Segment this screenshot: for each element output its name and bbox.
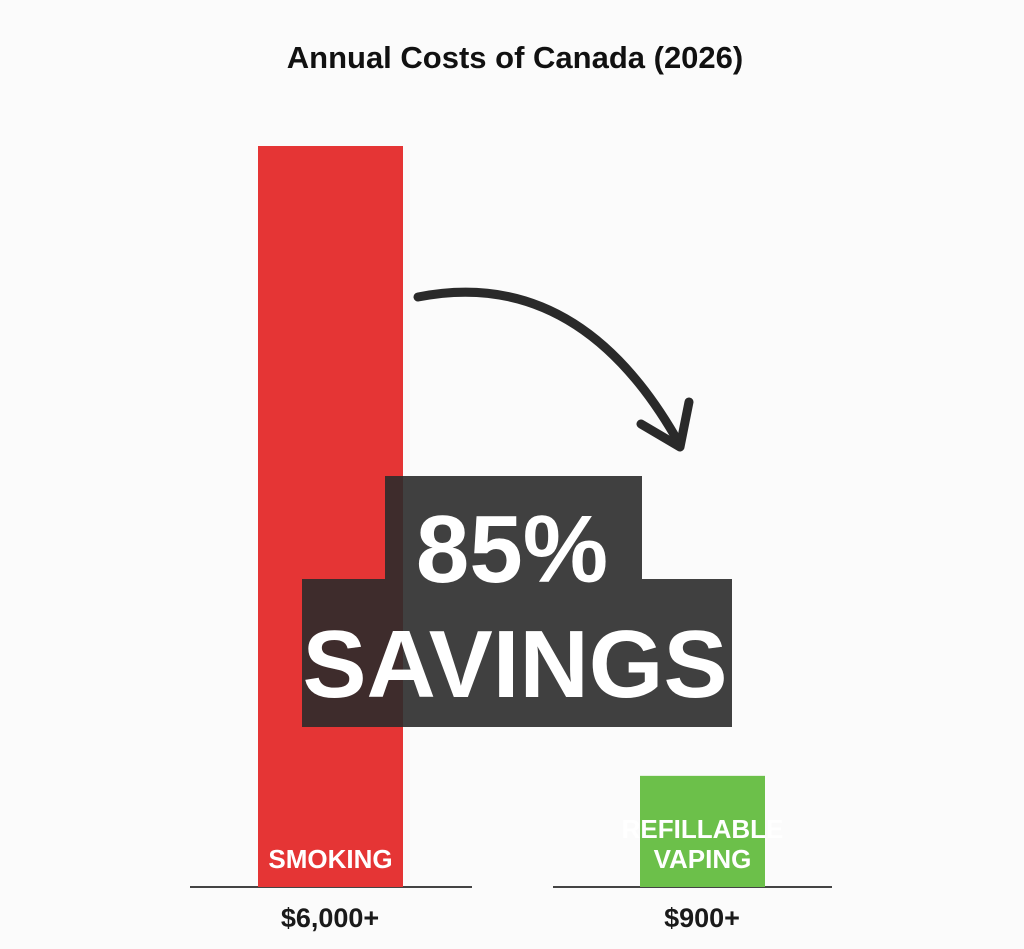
savings-label: SAVINGS	[303, 611, 728, 718]
savings-percent: 85%	[416, 496, 608, 603]
bar-category-label: SMOKING	[268, 844, 392, 874]
savings-callout: 85% SAVINGS	[302, 476, 732, 727]
value-label-0: $6,000+	[281, 903, 379, 933]
value-label-1: $900+	[664, 903, 740, 933]
bar-1	[640, 775, 765, 887]
value-labels: $6,000+ $900+	[281, 903, 740, 933]
bar-category-label: VAPING	[654, 844, 752, 874]
savings-callout-box	[302, 476, 732, 727]
bar-category-label: REFILLABLE	[622, 814, 784, 844]
savings-arrow	[413, 287, 685, 450]
bar-0	[258, 146, 403, 887]
savings-arrowhead	[636, 397, 694, 452]
chart-title: Annual Costs of Canada (2026)	[287, 40, 743, 75]
